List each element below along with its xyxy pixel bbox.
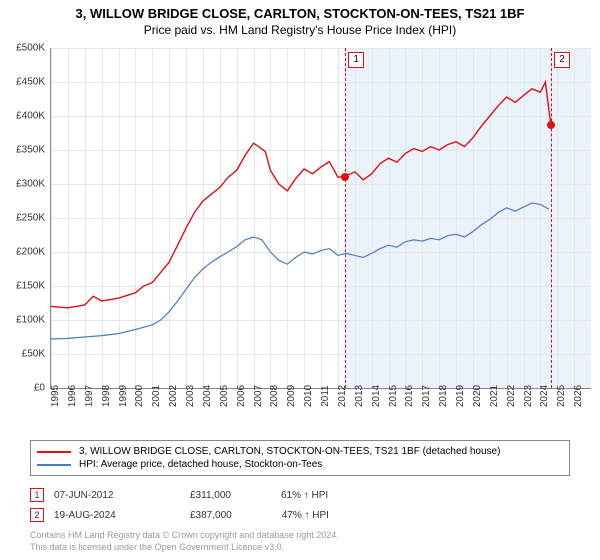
- xtick-label: 2009: [286, 385, 297, 407]
- chart-title-subtitle: Price paid vs. HM Land Registry's House …: [0, 21, 600, 37]
- sale-date-2: 19-AUG-2024: [54, 510, 116, 521]
- ytick-label: £200K: [5, 247, 45, 258]
- chart-title-address: 3, WILLOW BRIDGE CLOSE, CARLTON, STOCKTO…: [0, 0, 600, 21]
- legend: 3, WILLOW BRIDGE CLOSE, CARLTON, STOCKTO…: [30, 440, 570, 476]
- xtick-label: 2021: [489, 385, 500, 407]
- ytick-label: £150K: [5, 281, 45, 292]
- xtick-label: 2002: [168, 385, 179, 407]
- xtick-label: 2007: [253, 385, 264, 407]
- xtick-label: 2015: [388, 385, 399, 407]
- marker-box-1: 1: [348, 52, 364, 68]
- legend-swatch-property: [37, 451, 71, 453]
- ytick-label: £0: [5, 383, 45, 394]
- xtick-label: 2003: [185, 385, 196, 407]
- ytick-label: £450K: [5, 77, 45, 88]
- xtick-label: 2024: [539, 385, 550, 407]
- xtick-label: 2025: [556, 385, 567, 407]
- xtick-label: 2020: [472, 385, 483, 407]
- xtick-label: 2001: [151, 385, 162, 407]
- ytick-label: £50K: [5, 349, 45, 360]
- ytick-label: £500K: [5, 43, 45, 54]
- xtick-label: 2008: [269, 385, 280, 407]
- xtick-label: 2006: [236, 385, 247, 407]
- legend-row-property: 3, WILLOW BRIDGE CLOSE, CARLTON, STOCKTO…: [37, 445, 563, 458]
- xtick-label: 2014: [371, 385, 382, 407]
- marker-dot-2: [547, 121, 555, 129]
- marker-box-2: 2: [554, 52, 570, 68]
- plot-region: 12: [50, 48, 591, 389]
- legend-swatch-hpi: [37, 464, 71, 466]
- attribution-line2: This data is licensed under the Open Gov…: [30, 542, 339, 554]
- ytick-label: £100K: [5, 315, 45, 326]
- xtick-label: 2023: [523, 385, 534, 407]
- legend-label-property: 3, WILLOW BRIDGE CLOSE, CARLTON, STOCKTO…: [79, 446, 500, 457]
- xtick-label: 2026: [573, 385, 584, 407]
- xtick-label: 2010: [303, 385, 314, 407]
- marker-dot-1: [341, 173, 349, 181]
- xtick-label: 1996: [67, 385, 78, 407]
- xtick-label: 2022: [506, 385, 517, 407]
- sale-marker-1: 1: [30, 488, 44, 502]
- marker-line-2: [551, 48, 552, 388]
- ytick-label: £400K: [5, 111, 45, 122]
- legend-label-hpi: HPI: Average price, detached house, Stoc…: [79, 459, 322, 470]
- ytick-label: £250K: [5, 213, 45, 224]
- xtick-label: 2016: [404, 385, 415, 407]
- xtick-label: 1995: [50, 385, 61, 407]
- line-series-svg: [51, 48, 591, 388]
- xtick-label: 1999: [118, 385, 129, 407]
- sale-marker-2: 2: [30, 508, 44, 522]
- chart-area: 12 £0£50K£100K£150K£200K£250K£300K£350K£…: [50, 48, 590, 408]
- sale-pct-2: 47% ↑ HPI: [282, 510, 329, 521]
- marker-line-1: [345, 48, 346, 388]
- xtick-label: 2019: [455, 385, 466, 407]
- sale-price-1: £311,000: [190, 490, 231, 501]
- sale-price-2: £387,000: [190, 510, 232, 521]
- sale-row-2: 2 19-AUG-2024 £387,000 47% ↑ HPI: [30, 508, 329, 522]
- xtick-label: 2012: [337, 385, 348, 407]
- ytick-label: £300K: [5, 179, 45, 190]
- sale-row-1: 1 07-JUN-2012 £311,000 61% ↑ HPI: [30, 488, 328, 502]
- attribution: Contains HM Land Registry data © Crown c…: [30, 530, 339, 553]
- xtick-label: 2005: [219, 385, 230, 407]
- ytick-label: £350K: [5, 145, 45, 156]
- legend-row-hpi: HPI: Average price, detached house, Stoc…: [37, 458, 563, 471]
- xtick-label: 2004: [202, 385, 213, 407]
- sale-pct-1: 61% ↑ HPI: [281, 490, 328, 501]
- xtick-label: 2011: [320, 385, 331, 407]
- xtick-label: 2013: [354, 385, 365, 407]
- attribution-line1: Contains HM Land Registry data © Crown c…: [30, 530, 339, 542]
- xtick-label: 2018: [438, 385, 449, 407]
- xtick-label: 1998: [101, 385, 112, 407]
- chart-container: 3, WILLOW BRIDGE CLOSE, CARLTON, STOCKTO…: [0, 0, 600, 560]
- series-line-property: [51, 82, 551, 308]
- series-line-hpi: [51, 203, 549, 339]
- xtick-label: 1997: [84, 385, 95, 407]
- xtick-label: 2017: [421, 385, 432, 407]
- xtick-label: 2000: [134, 385, 145, 407]
- sale-date-1: 07-JUN-2012: [54, 490, 113, 501]
